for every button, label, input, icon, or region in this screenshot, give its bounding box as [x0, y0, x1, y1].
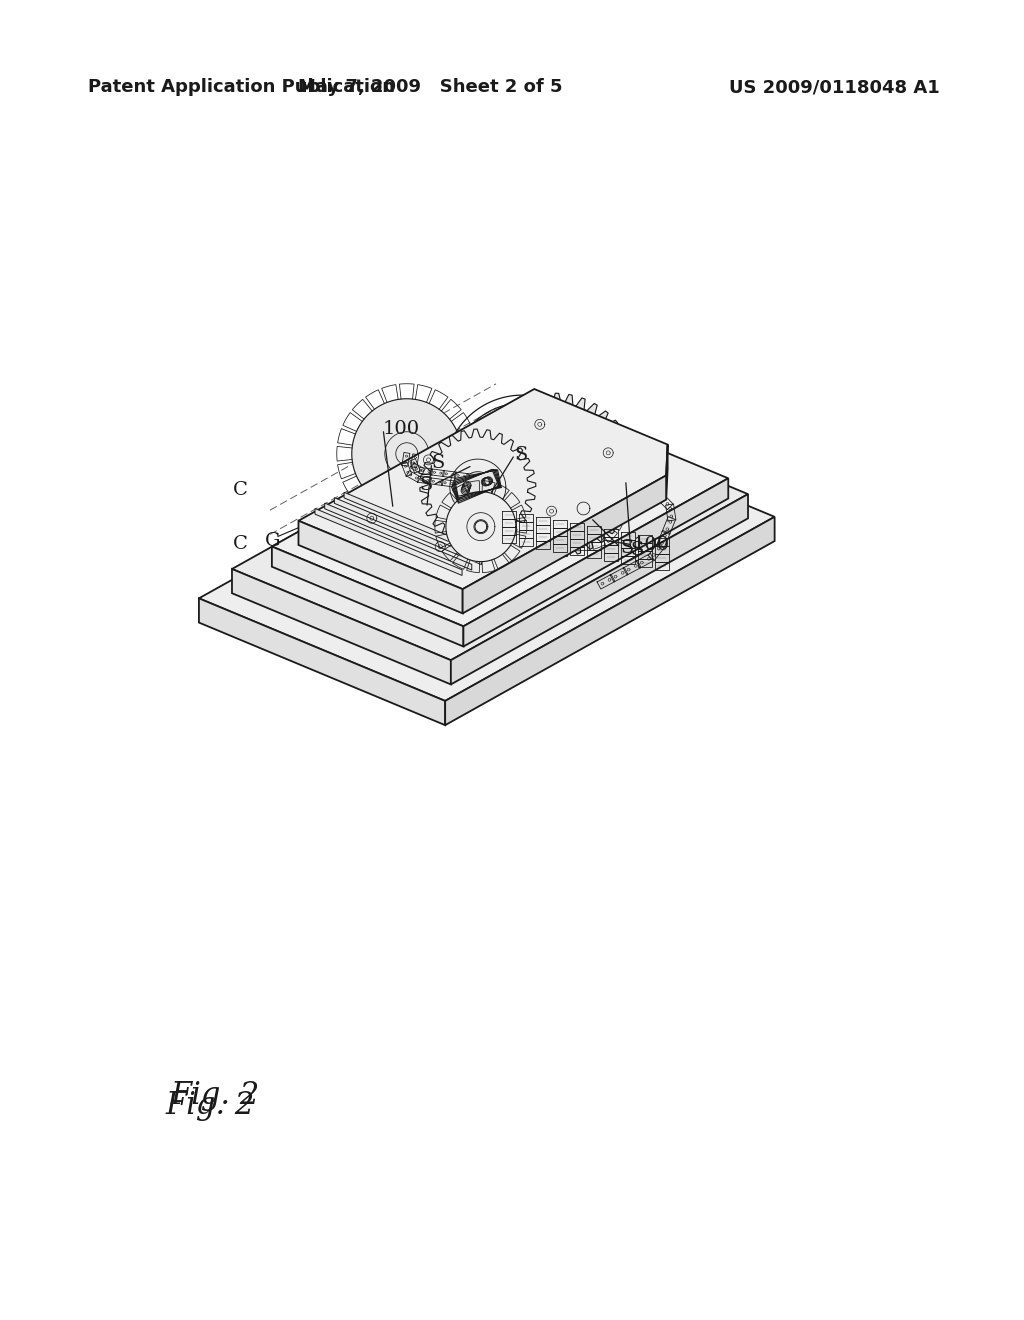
Text: S: S	[515, 446, 528, 463]
Polygon shape	[667, 445, 668, 500]
Text: US 2009/0118048 A1: US 2009/0118048 A1	[729, 78, 940, 96]
Text: Fig. 2: Fig. 2	[165, 1090, 254, 1121]
Text: Fig. 2: Fig. 2	[170, 1080, 259, 1111]
Polygon shape	[445, 491, 516, 561]
Polygon shape	[455, 470, 501, 496]
Polygon shape	[463, 475, 667, 614]
Polygon shape	[232, 569, 451, 684]
Polygon shape	[298, 521, 463, 614]
Text: C: C	[232, 482, 248, 499]
Polygon shape	[344, 492, 492, 560]
Polygon shape	[454, 470, 501, 498]
Polygon shape	[420, 429, 536, 545]
Text: 100: 100	[383, 420, 420, 438]
Text: May 7, 2009   Sheet 2 of 5: May 7, 2009 Sheet 2 of 5	[298, 78, 562, 96]
Text: 100: 100	[633, 536, 670, 554]
Polygon shape	[315, 508, 462, 576]
Text: Patent Application Publication: Patent Application Publication	[88, 78, 395, 96]
Polygon shape	[272, 399, 728, 626]
Polygon shape	[445, 517, 774, 725]
Polygon shape	[272, 546, 464, 647]
Text: S: S	[432, 454, 445, 471]
Text: S: S	[631, 541, 644, 558]
Polygon shape	[464, 478, 728, 647]
Polygon shape	[451, 494, 748, 684]
Polygon shape	[335, 498, 481, 565]
Polygon shape	[452, 470, 499, 503]
Polygon shape	[552, 477, 615, 540]
Polygon shape	[453, 470, 500, 500]
Text: S: S	[621, 539, 634, 557]
Text: G: G	[265, 532, 281, 550]
Polygon shape	[199, 414, 774, 701]
Polygon shape	[298, 389, 668, 589]
Text: S: S	[419, 477, 432, 494]
Polygon shape	[473, 393, 637, 557]
Polygon shape	[352, 399, 462, 508]
Polygon shape	[232, 403, 748, 660]
Polygon shape	[452, 470, 500, 502]
Text: C: C	[232, 536, 248, 553]
Polygon shape	[199, 598, 445, 725]
Polygon shape	[325, 503, 472, 570]
